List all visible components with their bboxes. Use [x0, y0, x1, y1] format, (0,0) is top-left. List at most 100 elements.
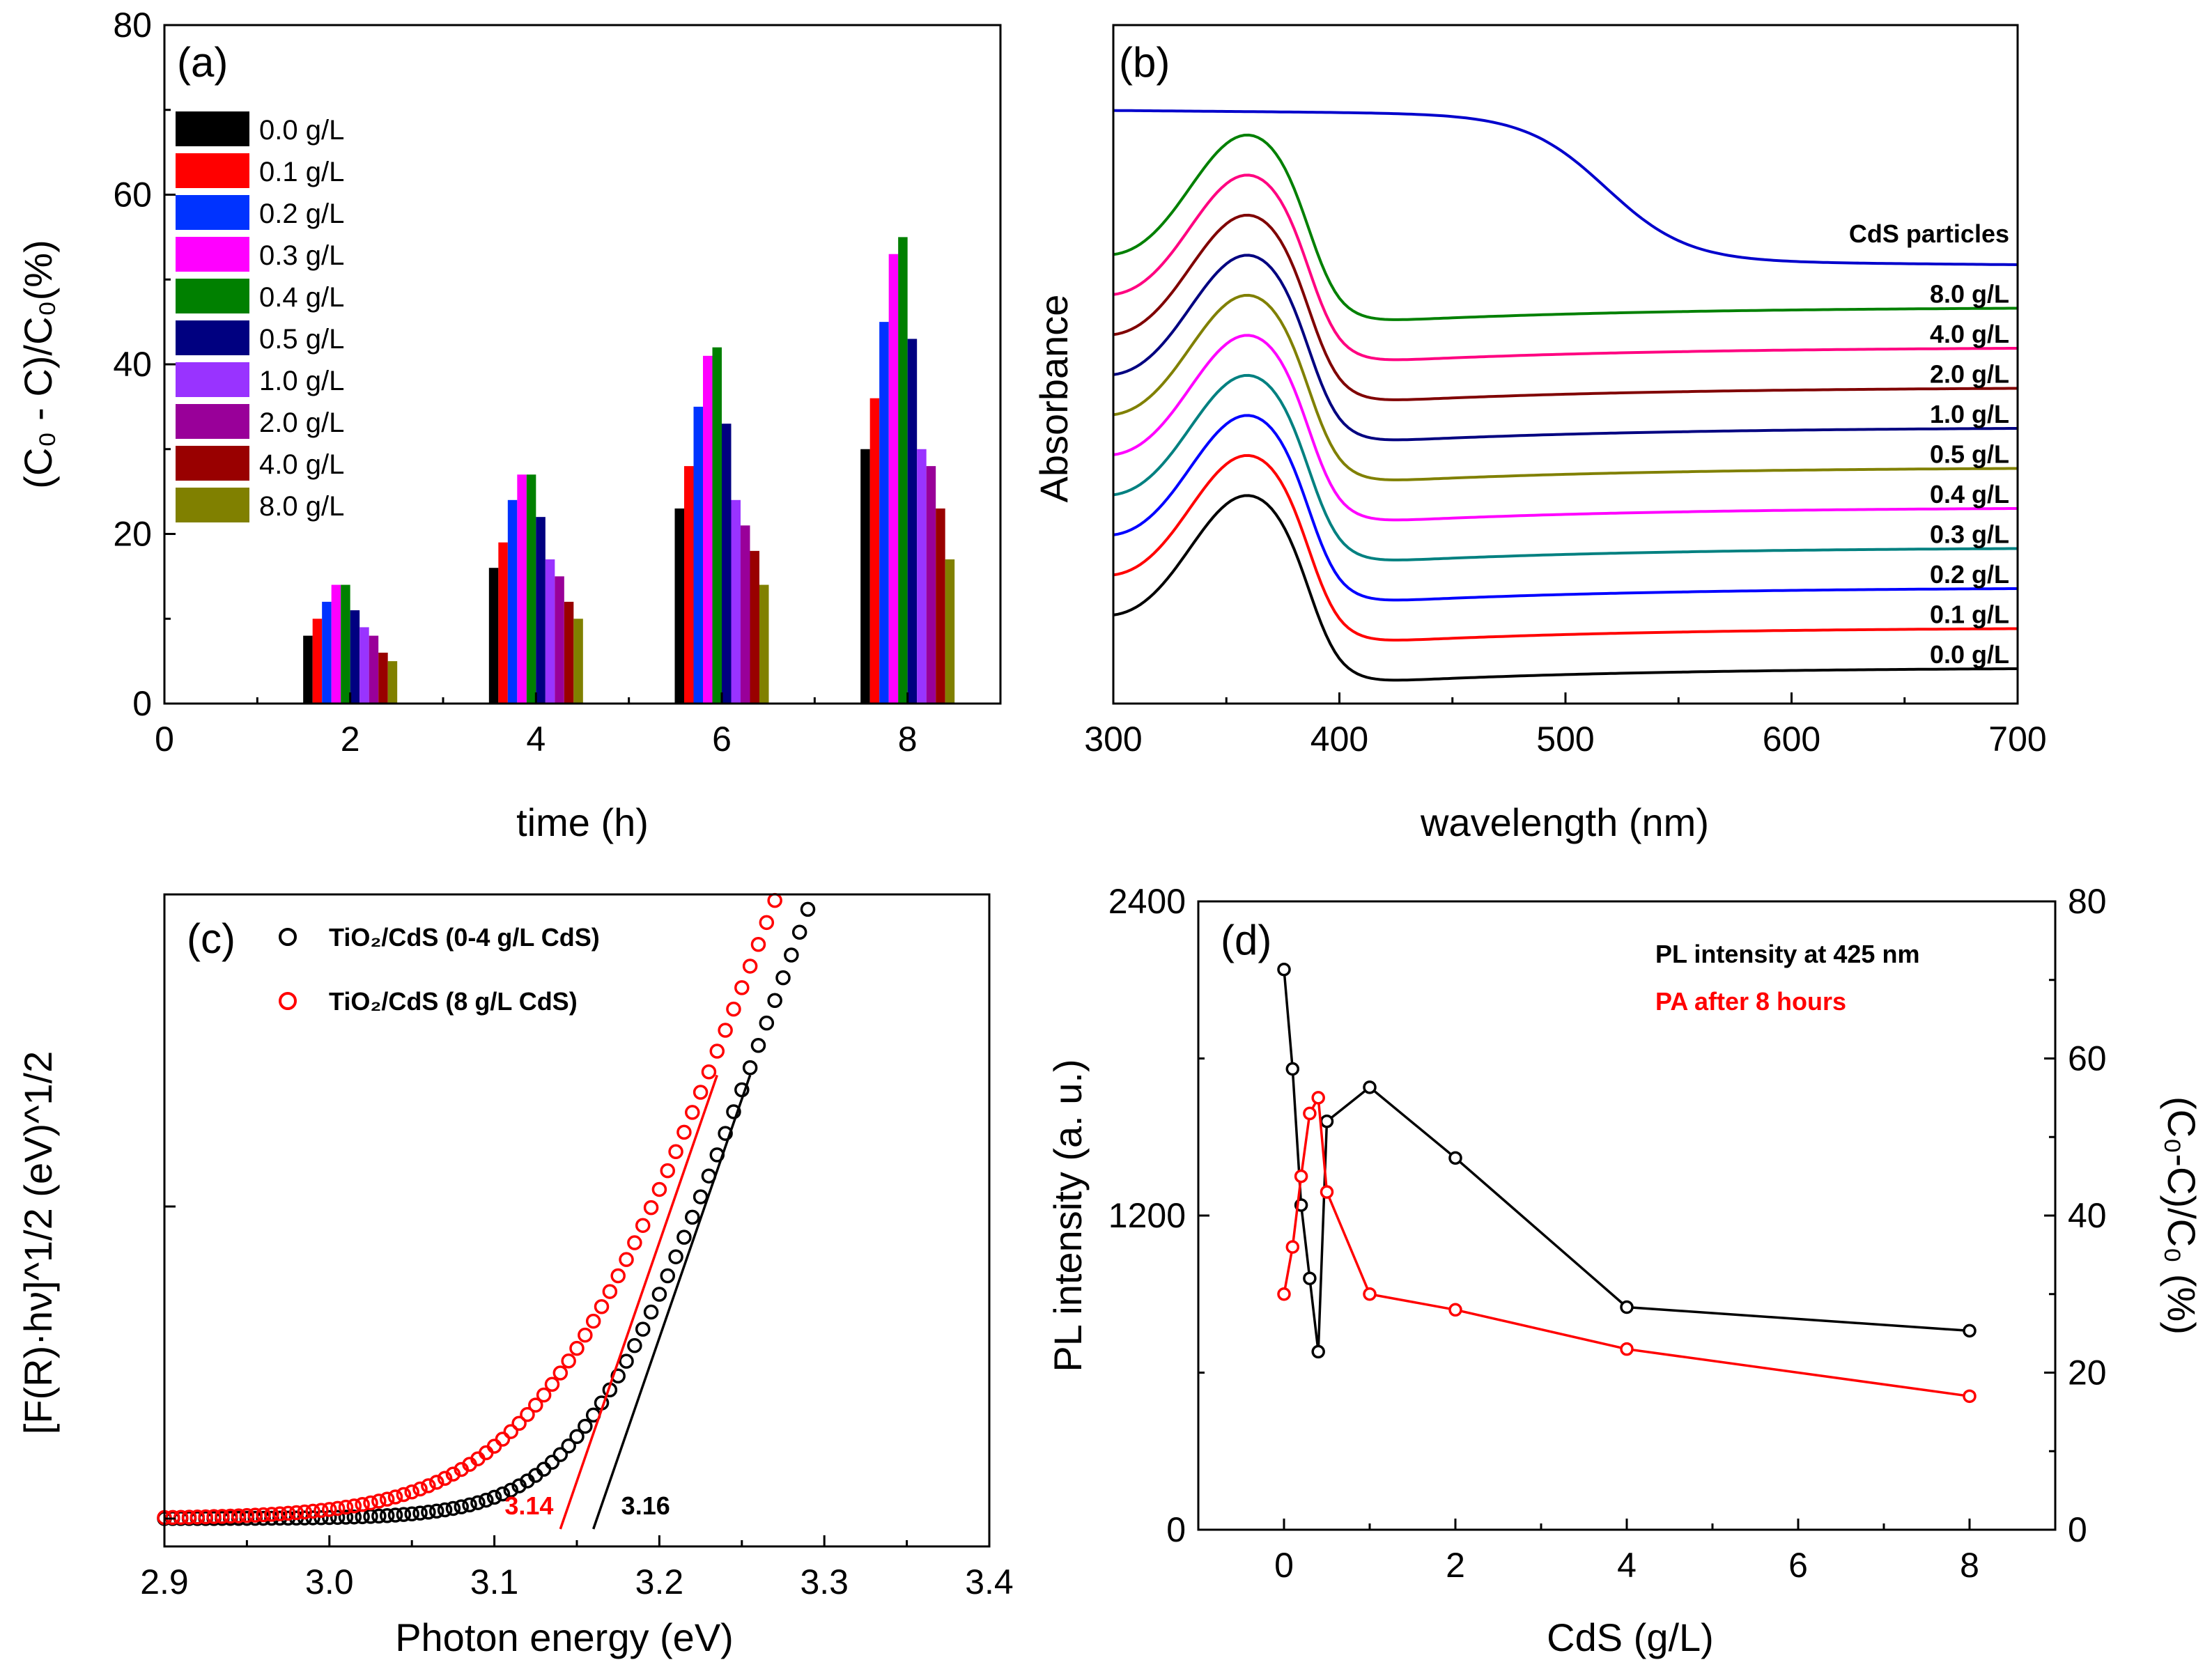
data-point [767, 892, 782, 908]
panel-b-xlabel: wavelength (nm) [1420, 800, 1709, 844]
data-point [585, 1313, 601, 1329]
spectrum-line [1113, 173, 2018, 362]
data-point [486, 1438, 502, 1454]
data-point [627, 1235, 642, 1250]
legend-swatch [176, 279, 249, 313]
data-point [1303, 1271, 1317, 1285]
bar [507, 499, 518, 704]
bar [517, 474, 527, 704]
data-point [602, 1284, 618, 1299]
data-point [528, 1397, 543, 1413]
data-point [594, 1299, 610, 1314]
legend-label: 0.2 g/L [259, 199, 344, 229]
bar [684, 466, 694, 704]
data-point [215, 1509, 230, 1524]
data-point [288, 1505, 304, 1521]
data-point [578, 1418, 593, 1434]
x-tick-label: 2 [341, 720, 360, 759]
data-point [536, 1387, 552, 1403]
bar [741, 525, 750, 704]
data-point [1311, 1091, 1325, 1105]
panel-c-xlabel: Photon energy (eV) [395, 1615, 734, 1659]
curve-label: 8.0 g/L [1930, 280, 2009, 309]
data-point [371, 1508, 387, 1524]
legend-swatch [176, 446, 249, 481]
data-point [619, 1353, 634, 1369]
data-point [495, 1486, 511, 1502]
data-point [726, 1104, 741, 1119]
curve-label: 0.5 g/L [1930, 440, 2009, 469]
data-point [676, 1124, 692, 1140]
curve-label: 0.0 g/L [1930, 640, 2009, 669]
spectrum-line [1113, 254, 2018, 442]
y-tick-label: 2400 [1108, 882, 1186, 921]
spectrum-line [1113, 334, 2018, 522]
panel-a-ylabel: (C₀ - C)/C₀(%) [16, 240, 60, 489]
data-point [1277, 1287, 1291, 1301]
bar [555, 576, 564, 704]
data-point [619, 1252, 634, 1267]
data-point [726, 1001, 741, 1017]
bar [350, 610, 360, 704]
panel-b-ylabel: Absorbance [1032, 295, 1076, 503]
x-tick-label: 3.2 [635, 1562, 684, 1601]
data-point [734, 980, 750, 995]
data-point [693, 1085, 709, 1100]
data-point [272, 1506, 288, 1521]
y-tick-label: 1200 [1108, 1196, 1186, 1235]
bar [331, 584, 341, 704]
legend-label: 0.0 g/L [259, 115, 344, 146]
x-tick-label: 8 [898, 720, 918, 759]
x-tick-label: 2.9 [140, 1562, 189, 1601]
series-line [1283, 1094, 1970, 1398]
legend-label: PL intensity at 425 nm [1655, 940, 1919, 968]
curve-label: 0.1 g/L [1930, 600, 2009, 629]
legend-label: 0.3 g/L [259, 240, 344, 271]
legend-label: 0.5 g/L [259, 324, 344, 355]
data-point [387, 1507, 403, 1523]
legend-label: 0.1 g/L [259, 157, 344, 187]
data-point [742, 1060, 758, 1076]
data-point [297, 1504, 313, 1520]
data-point [495, 1431, 511, 1447]
data-point [627, 1337, 642, 1353]
data-point [660, 1268, 675, 1284]
data-point [1448, 1151, 1462, 1165]
data-point [371, 1493, 387, 1509]
y-right-tick-label: 0 [2068, 1510, 2087, 1549]
panel-d-lines [1277, 962, 1977, 1404]
bar [387, 661, 398, 704]
panel-d-frame [1197, 900, 2057, 1531]
data-point [1294, 1169, 1308, 1184]
data-point [635, 1218, 651, 1233]
data-point [544, 1376, 560, 1392]
data-point [800, 901, 816, 917]
bar [888, 254, 899, 704]
data-point [685, 1209, 700, 1225]
data-point [767, 993, 782, 1008]
data-point [701, 1064, 717, 1080]
data-point [231, 1508, 247, 1523]
legend-swatch [176, 153, 249, 188]
data-point [1285, 1062, 1300, 1076]
bar [869, 398, 880, 704]
data-point [685, 1105, 700, 1120]
legend-swatch [176, 320, 249, 355]
bar [536, 517, 546, 704]
spectrum-line [1113, 494, 2018, 682]
x-tick-label: 3.3 [800, 1562, 849, 1601]
bar [378, 652, 388, 704]
data-point [239, 1507, 255, 1523]
legend-swatch [176, 362, 249, 397]
data-point [437, 1502, 453, 1518]
data-point [668, 1144, 683, 1160]
bar [879, 322, 889, 704]
data-point [511, 1415, 527, 1431]
data-point [421, 1505, 436, 1520]
data-point [338, 1499, 354, 1515]
y-tick-label: 80 [113, 6, 152, 45]
data-point [396, 1507, 412, 1522]
curve-label: CdS particles [1849, 219, 2009, 248]
data-point [552, 1365, 569, 1381]
